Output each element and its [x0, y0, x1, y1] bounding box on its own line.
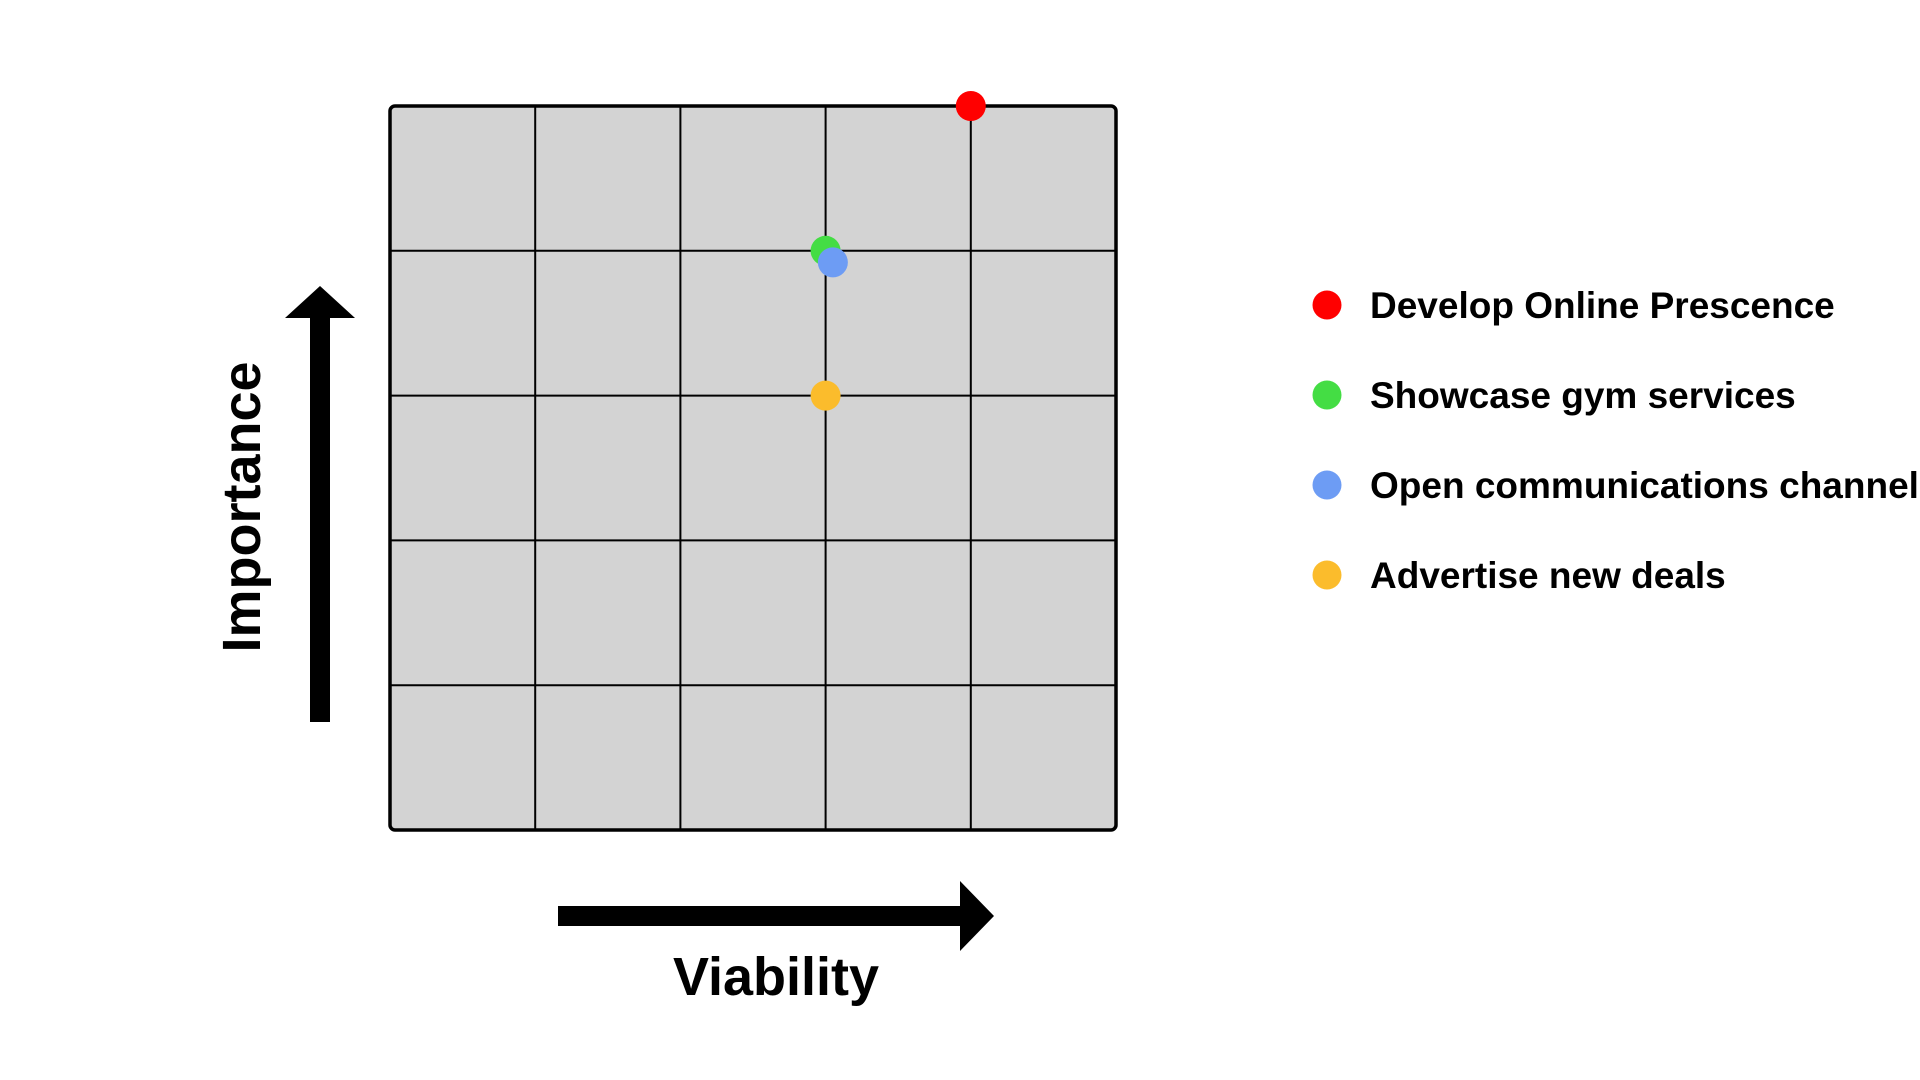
data-point-1 [955, 91, 986, 121]
legend-marker-2 [1312, 380, 1342, 410]
legend: Develop Online Prescence Showcase gym ser… [1312, 285, 1919, 596]
data-points [810, 91, 986, 411]
data-point-4 [810, 380, 841, 411]
y-axis-arrow [285, 286, 355, 722]
legend-marker-3 [1312, 470, 1342, 500]
plot-border [388, 104, 1118, 832]
data-point-3 [817, 247, 848, 278]
x-axis-arrow [558, 881, 994, 951]
grid-lines [390, 106, 1116, 830]
legend-label-3: Open communications channel [1370, 465, 1919, 506]
plot-area [388, 91, 1118, 832]
legend-label-4: Advertise new deals [1370, 555, 1726, 596]
y-axis-label: Importance [212, 361, 272, 652]
legend-marker-1 [1312, 290, 1342, 320]
legend-label-2: Showcase gym services [1370, 375, 1796, 416]
legend-label-1: Develop Online Prescence [1370, 285, 1835, 326]
legend-marker-4 [1312, 560, 1342, 590]
x-axis-label: Viability [673, 947, 879, 1007]
plot-background [390, 106, 1116, 830]
